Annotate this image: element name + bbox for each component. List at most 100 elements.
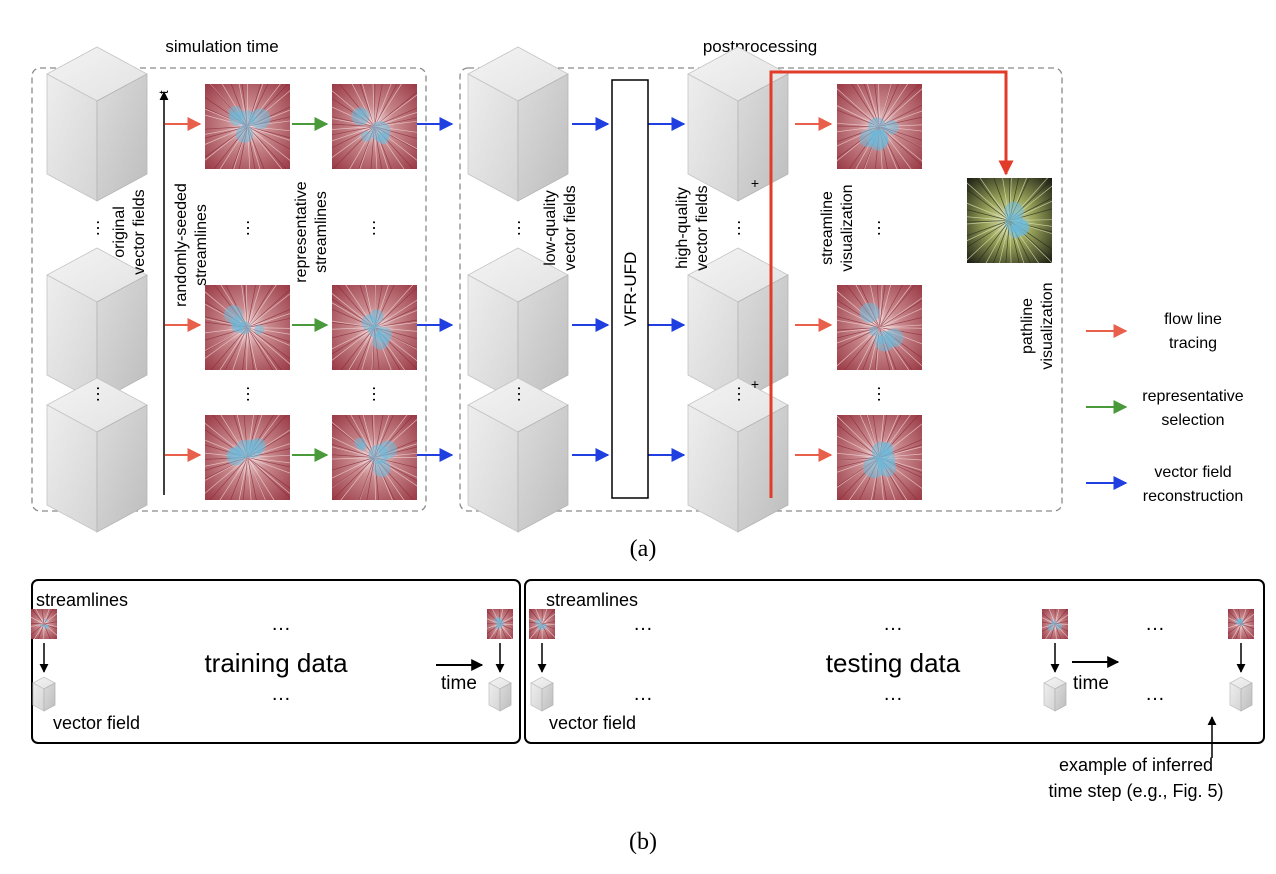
testing-dots-3: …: [1145, 613, 1165, 635]
left-group-title: simulation time: [165, 37, 278, 56]
ellipsis-random-bottom: …: [233, 385, 253, 403]
plus-sign-middle: +: [751, 376, 759, 392]
simulation-time-box: [31, 67, 427, 512]
testing-time-label: time: [1073, 673, 1109, 694]
panel-b-image-layer: [31, 609, 1254, 639]
legend: flow line tracing representative selecti…: [1086, 311, 1244, 505]
ellipsis-svis-top: …: [864, 219, 884, 237]
vector-field-cube-testing-mid: [1043, 676, 1067, 712]
random-streamlines-bottom: [205, 415, 290, 500]
original-cube-middle: [46, 247, 148, 403]
pathline-vis-label-2: visualization: [1039, 282, 1056, 369]
testing-vector-field-label: vector field: [549, 713, 636, 733]
low-quality-cube-bottom: [467, 377, 569, 533]
ellipsis-repr-bottom: …: [359, 385, 379, 403]
ellipsis-high-bottom: …: [724, 385, 744, 403]
low-quality-cube-middle: [467, 247, 569, 403]
plus-sign-top: +: [751, 175, 759, 191]
low-quality-cube-top: [467, 46, 569, 202]
panel-b: streamlines vector field training data ……: [31, 579, 1265, 855]
pathline-visualization-image: [967, 178, 1052, 263]
high-quality-cube-middle: [687, 247, 789, 403]
representative-label-2: streamlines: [313, 191, 330, 273]
high-quality-cube-bottom: [687, 377, 789, 533]
legend-selection-line2: selection: [1161, 412, 1224, 429]
legend-reconstruction-line1: vector field: [1154, 464, 1231, 481]
caption-a: (a): [630, 536, 657, 562]
streamline-thumb-testing-inferred: [1228, 609, 1254, 639]
high-quality-label-1: high-quality: [674, 187, 691, 269]
testing-dots-1: …: [633, 613, 653, 635]
ellipsis-svis-bottom: …: [864, 385, 884, 403]
vfr-ufd-label: VFR-UFD: [621, 252, 640, 327]
streamline-thumb-testing-first: [529, 609, 555, 639]
ellipsis-low-top: …: [504, 219, 524, 237]
training-dots-top: …: [271, 613, 291, 635]
streamline-visualization-middle: [837, 285, 922, 370]
panel-a: simulation time postprocessing t VFR-UFD…: [31, 37, 1063, 562]
time-axis-label: t: [156, 90, 171, 94]
testing-dots-4: …: [633, 683, 653, 705]
vector-field-cube-training-last: [488, 676, 512, 712]
panel-b-arrow-layer: [39, 643, 1246, 673]
high-quality-label-2: vector fields: [694, 185, 711, 270]
right-group-title: postprocessing: [703, 37, 817, 56]
random-label-1: randomly-seeded: [173, 183, 190, 307]
streamline-vis-label-2: visualization: [839, 184, 856, 271]
caption-b: (b): [629, 829, 657, 855]
training-dots-bottom: …: [271, 683, 291, 705]
ellipsis-random-top: …: [233, 219, 253, 237]
representative-streamlines-top: [332, 84, 417, 169]
training-time-label: time: [441, 673, 477, 694]
training-data-label: training data: [204, 648, 348, 678]
original-cube-top: [46, 46, 148, 202]
original-label-2: vector fields: [131, 189, 148, 274]
cube-layer: [46, 46, 789, 533]
pathline-vis-label-1: pathline: [1019, 298, 1036, 354]
legend-tracing-line1: flow line: [1164, 311, 1222, 328]
random-streamlines-middle: [205, 285, 290, 370]
random-streamlines-top: [205, 84, 290, 169]
pathline-feed-arrow: [769, 70, 1014, 498]
ellipsis-original-top: …: [83, 219, 103, 237]
streamline-thumb-training-first: [31, 609, 57, 639]
inferred-label-2: time step (e.g., Fig. 5): [1048, 781, 1223, 801]
arrow-layer: [165, 117, 833, 462]
testing-streamlines-label: streamlines: [546, 590, 638, 610]
training-streamlines-label: streamlines: [36, 590, 128, 610]
random-label-2: streamlines: [193, 204, 210, 286]
legend-reconstruction-line2: reconstruction: [1143, 488, 1244, 505]
ellipsis-high-top: …: [724, 219, 744, 237]
low-quality-label-1: low-quality: [542, 190, 559, 266]
testing-box: [524, 579, 1265, 744]
legend-selection-line1: representative: [1142, 388, 1243, 405]
ellipsis-original-bottom: …: [83, 385, 103, 403]
testing-dots-5: …: [883, 683, 903, 705]
vector-field-cube-testing-inferred: [1229, 676, 1253, 712]
vector-field-cube-testing-first: [530, 676, 554, 712]
testing-data-label: testing data: [826, 648, 961, 678]
legend-tracing-line2: tracing: [1169, 335, 1217, 352]
high-quality-cube-top: [687, 46, 789, 202]
training-box: [31, 579, 521, 744]
original-label-1: original: [111, 206, 128, 258]
representative-label-1: representative: [293, 181, 310, 282]
testing-dots-6: …: [1145, 683, 1165, 705]
representative-streamlines-bottom: [332, 415, 417, 500]
vfr-ufd-box: [611, 79, 649, 499]
streamline-thumb-training-last: [487, 609, 513, 639]
low-quality-label-2: vector fields: [562, 185, 579, 270]
training-vector-field-label: vector field: [53, 713, 140, 733]
inferred-label-1: example of inferred: [1059, 755, 1213, 775]
original-cube-bottom: [46, 377, 148, 533]
ellipsis-repr-top: …: [359, 219, 379, 237]
testing-dots-2: …: [883, 613, 903, 635]
streamline-thumb-testing-mid: [1042, 609, 1068, 639]
streamline-visualization-top: [837, 84, 922, 169]
representative-streamlines-middle: [332, 285, 417, 370]
streamline-vis-label-1: streamline: [819, 191, 836, 265]
panel-b-cube-layer: [32, 676, 1253, 712]
streamline-image-layer: [205, 84, 1052, 500]
vector-field-cube-training-first: [32, 676, 56, 712]
